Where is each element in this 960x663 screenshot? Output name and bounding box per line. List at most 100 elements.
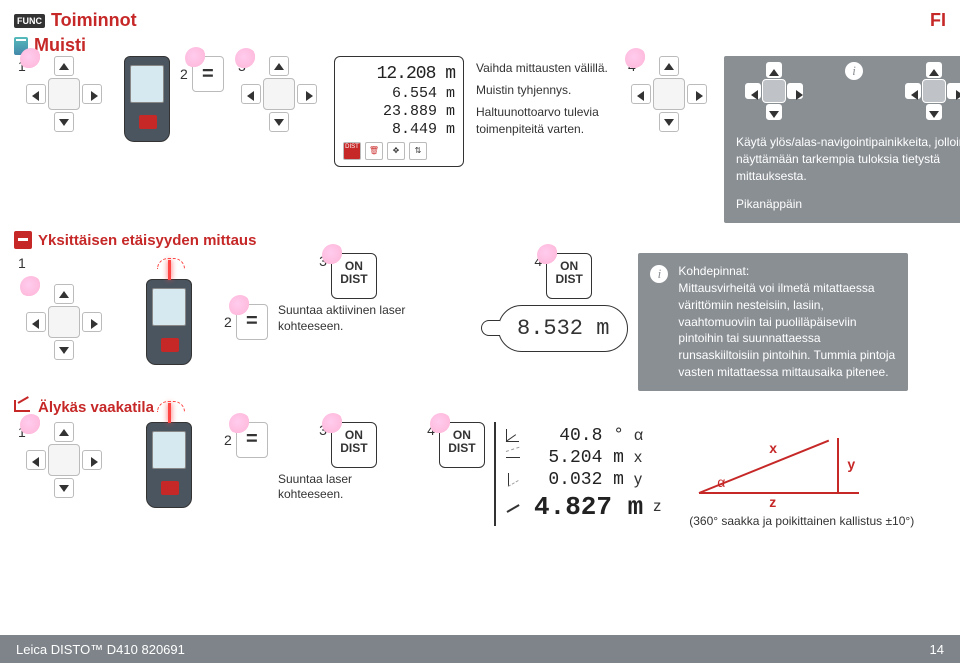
page-header: FUNC Toiminnot Muisti FI bbox=[14, 10, 946, 56]
result-y: 0.032 m bbox=[534, 470, 624, 490]
dpad-icon bbox=[631, 56, 707, 132]
vertical-dist-icon bbox=[504, 472, 524, 488]
on-dist-button-icon: ONDIST bbox=[439, 422, 485, 468]
device-icon bbox=[146, 279, 192, 365]
device-step-laser bbox=[124, 422, 214, 508]
hand-icon bbox=[625, 48, 647, 70]
subtitle: Muisti bbox=[34, 35, 86, 56]
step-3: 3 ONDIST Suuntaa aktiivinen laser kohtee… bbox=[278, 253, 418, 391]
memory-row: 1 2 = 3 bbox=[14, 56, 946, 223]
hand-icon bbox=[430, 413, 452, 435]
title-row: FUNC Toiminnot bbox=[14, 10, 137, 31]
info-panel-2: i Kohdepinnat: Mittausvirheitä voi ilmet… bbox=[638, 253, 908, 391]
select-mini-icon: ⇅ bbox=[409, 142, 427, 160]
page-footer: Leica DISTO™ D410 820691 14 bbox=[0, 635, 960, 663]
step-number: 2 bbox=[180, 66, 188, 82]
diagram-y: y bbox=[847, 456, 855, 472]
display-line-2: 6.554 m bbox=[343, 85, 455, 102]
hand-icon bbox=[185, 47, 207, 69]
info-title: Kohdepinnat: bbox=[678, 263, 896, 280]
on-dist-button-icon: ONDIST bbox=[331, 422, 377, 468]
section-title-smart: Älykäs vaakatila bbox=[14, 399, 946, 416]
hand-icon bbox=[322, 244, 344, 266]
manual-page: FUNC Toiminnot Muisti FI 1 bbox=[0, 0, 960, 663]
hand-icon bbox=[20, 276, 42, 298]
language-code: FI bbox=[930, 10, 946, 31]
trash-icon: 🗑 bbox=[365, 142, 383, 160]
section-title-text: Yksittäisen etäisyyden mittaus bbox=[38, 232, 256, 249]
section-title-text: Älykäs vaakatila bbox=[38, 399, 154, 416]
diagram-alpha: α bbox=[717, 474, 725, 490]
dpad-icon bbox=[905, 62, 960, 120]
dpad-icon bbox=[745, 62, 803, 120]
step-4: 4 bbox=[624, 56, 714, 132]
info-panel-1: i Käytä ylös/alas-navigointipainikkeita,… bbox=[724, 56, 960, 223]
callouts: Vaihda mittausten välillä. Muistin tyhje… bbox=[474, 56, 614, 147]
label-z: z bbox=[653, 498, 671, 516]
equals-button-icon: = bbox=[192, 56, 224, 92]
callout-takeover: Haltuunottoarvo tulevia toimenpiteitä va… bbox=[476, 104, 612, 136]
product-name: Leica DISTO™ D410 820691 bbox=[16, 642, 185, 657]
equals-button-icon: = bbox=[236, 422, 268, 458]
info-text: Käytä ylös/alas-navigointipainikkeita, j… bbox=[736, 134, 960, 184]
step-3: 3 ONDIST Suuntaa laser kohteeseen. bbox=[278, 422, 418, 503]
on-dist-button-icon: ONDIST bbox=[331, 253, 377, 299]
step-number: 2 bbox=[224, 314, 232, 330]
dist-mini-icon: DIST bbox=[343, 142, 361, 160]
result-z: 4.827 m bbox=[534, 492, 643, 522]
section-title-single: Yksittäisen etäisyyden mittaus bbox=[14, 231, 946, 249]
device-step bbox=[124, 56, 170, 142]
step-1: 1 bbox=[14, 422, 114, 498]
dpad-icon bbox=[26, 422, 102, 498]
page-title: Toiminnot bbox=[51, 10, 137, 31]
info-body: Mittausvirheitä voi ilmetä mitattaessa v… bbox=[678, 280, 896, 381]
func-icon: FUNC bbox=[14, 14, 45, 28]
nav-mini-icon: ✥ bbox=[387, 142, 405, 160]
single-distance-row: 1 2 = 3 ONDIST Suun bbox=[14, 253, 946, 391]
diagram-caption: (360° saakka ja poikittainen kallistus ±… bbox=[689, 514, 914, 528]
device-icon bbox=[124, 56, 170, 142]
hand-icon bbox=[322, 413, 344, 435]
step-4: 4 ONDIST 8.532 m bbox=[498, 253, 628, 391]
page-number: 14 bbox=[930, 642, 944, 657]
step-1: 1 bbox=[14, 253, 114, 391]
hand-icon bbox=[229, 295, 251, 317]
horizontal-dist-icon bbox=[504, 450, 524, 466]
step-2: 2 = bbox=[180, 56, 224, 92]
step-4: 4 ONDIST bbox=[428, 422, 484, 468]
dpad-icon bbox=[26, 284, 102, 360]
info-icon: i bbox=[650, 265, 668, 283]
hand-icon bbox=[229, 413, 251, 435]
label-x: x bbox=[634, 449, 652, 467]
hand-icon bbox=[537, 244, 559, 266]
triangle-diagram: α x y z bbox=[689, 422, 869, 512]
hand-icon bbox=[235, 48, 257, 70]
on-dist-button-icon: ONDIST bbox=[546, 253, 592, 299]
step-2: 2 = bbox=[224, 253, 268, 391]
label-alpha: α bbox=[634, 427, 652, 445]
angle-icon bbox=[504, 428, 524, 444]
result-x: 5.204 m bbox=[534, 448, 624, 468]
step-number: 2 bbox=[224, 432, 232, 448]
display-panel: 12.208 m 6.554 m 23.889 m 8.449 m DIST 🗑… bbox=[334, 56, 464, 167]
callout-swap: Vaihda mittausten välillä. bbox=[476, 60, 612, 76]
step-2: 2 = bbox=[224, 422, 268, 458]
label-y: y bbox=[634, 471, 652, 489]
info-icon: i bbox=[845, 62, 863, 80]
smart-horizontal-row: 1 2 = 3 ONDIST Suun bbox=[14, 422, 946, 528]
quick-key-label: Pikanäppäin bbox=[736, 196, 960, 213]
diagram-x: x bbox=[769, 440, 777, 456]
display-line-1: 12.208 m bbox=[343, 64, 455, 84]
diagram-z: z bbox=[769, 494, 776, 510]
device-step-laser bbox=[124, 253, 214, 391]
aim-caption: Suuntaa aktiivinen laser kohteeseen. bbox=[278, 303, 418, 334]
step-1: 1 bbox=[14, 56, 114, 132]
display-line-4: 8.449 m bbox=[343, 121, 455, 138]
step-number: 1 bbox=[18, 255, 26, 271]
display-step: 12.208 m 6.554 m 23.889 m 8.449 m DIST 🗑… bbox=[334, 56, 464, 167]
display-line-3: 23.889 m bbox=[343, 103, 455, 120]
dpad-icon bbox=[241, 56, 317, 132]
callout-clear: Muistin tyhjennys. bbox=[476, 82, 612, 98]
hand-icon bbox=[20, 48, 42, 70]
dist-icon bbox=[14, 231, 32, 249]
